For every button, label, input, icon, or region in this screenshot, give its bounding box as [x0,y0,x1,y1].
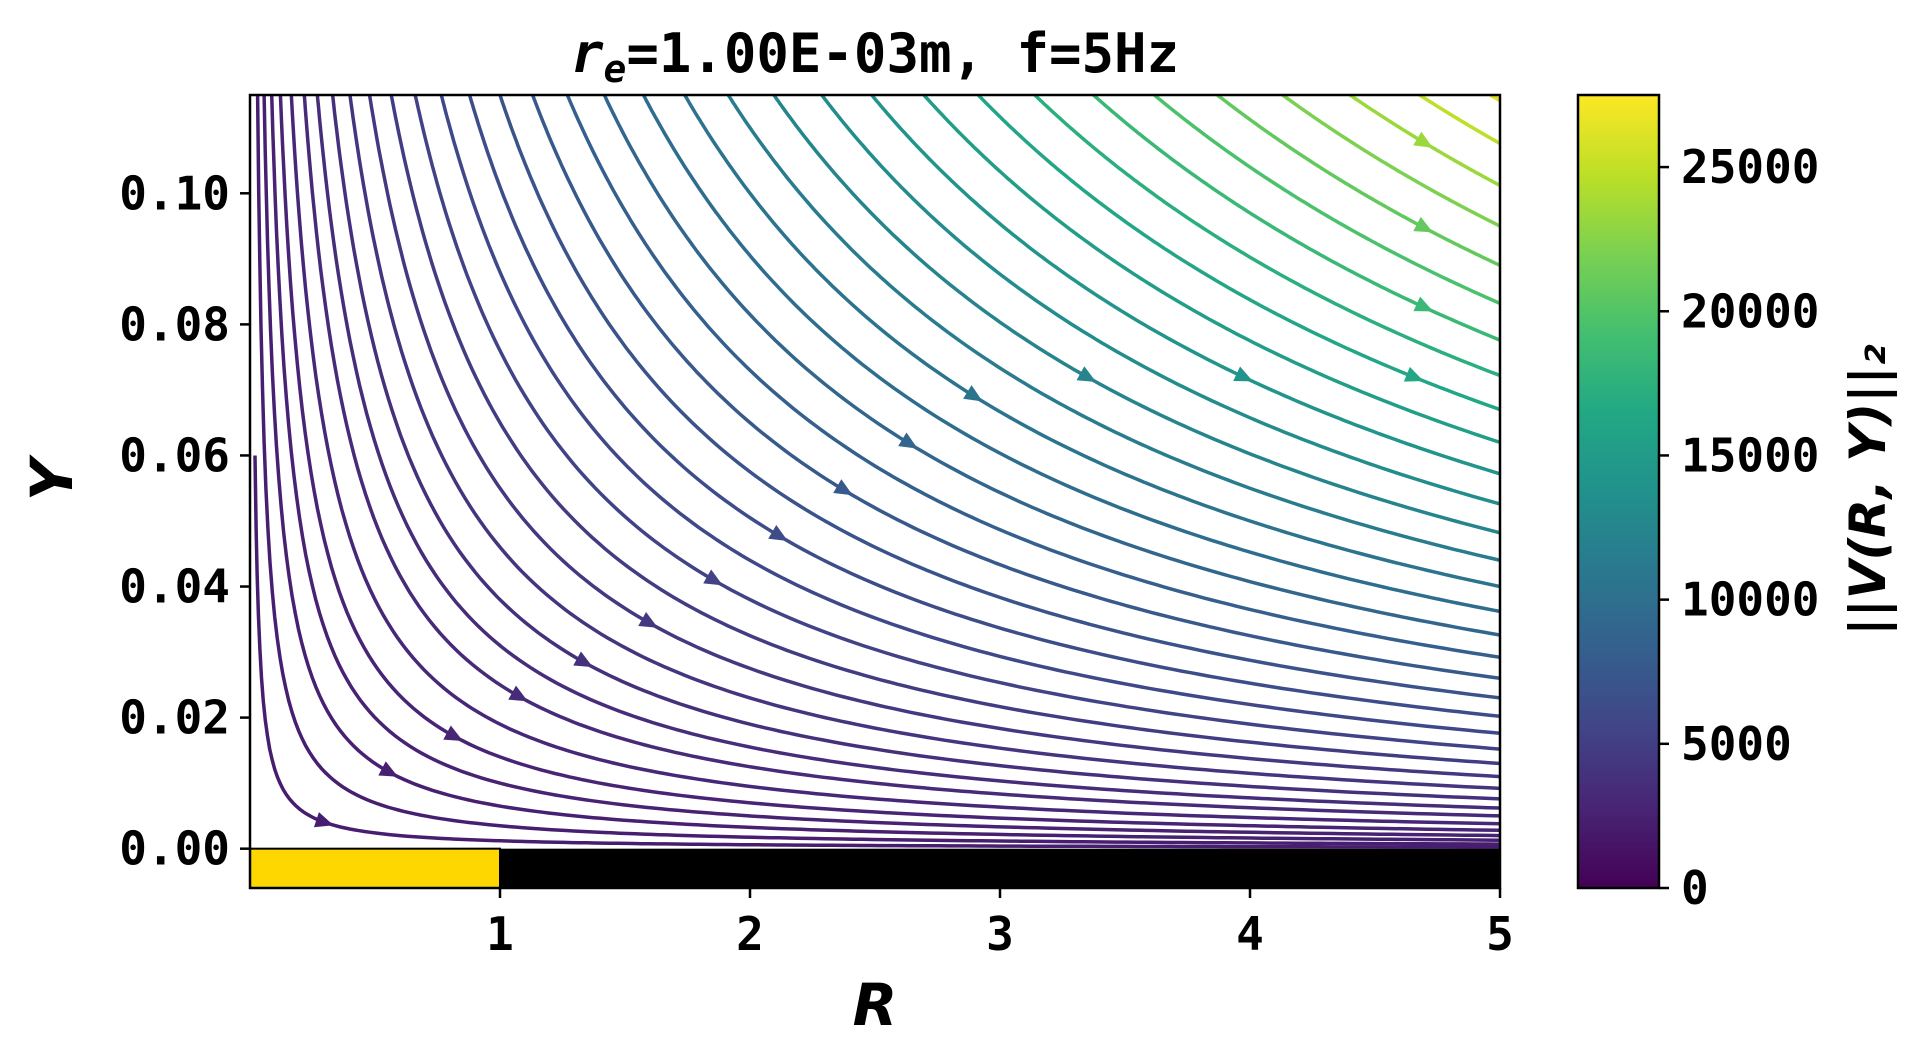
streamline [269,95,1500,838]
stream-arrow [1076,366,1097,382]
streamline [1153,95,1500,306]
y-axis-label: Y [18,454,86,501]
streamlines [253,56,1565,849]
stream-arrow [898,432,918,449]
stream-arrow [963,385,983,402]
colorbar-gradient [1578,95,1659,888]
streamline [1418,95,1500,145]
insulator-region [500,848,1500,888]
stream-arrow [703,569,723,586]
streamline [367,95,1500,779]
stream-arrow [768,524,788,541]
stream-arrow [1233,366,1253,382]
streamline [302,95,1500,818]
stream-arrow [378,761,398,777]
streamline [439,95,1500,736]
y-tick-label: 0.04 [119,560,230,614]
streamline [315,95,1500,810]
x-tick-label: 3 [986,907,1014,961]
y-tick-label: 0.08 [119,297,230,351]
plot-frame [248,93,1502,890]
streamline [772,95,1500,535]
stream-arrow [508,685,528,702]
y-tick-label: 0.02 [119,691,230,745]
streamline [413,95,1500,751]
streamline [1092,95,1500,342]
streamline [498,95,1500,700]
x-tick-label: 1 [486,907,514,961]
plot-area [248,56,1565,890]
title-rest: =1.00E-03m, f=5Hz [626,22,1179,85]
stream-arrow [313,812,334,828]
colorbar-tick-label: 0 [1681,861,1709,915]
colorbar-tick-label: 10000 [1681,573,1819,627]
stream-arrow [443,725,463,742]
streamline [1281,95,1500,228]
colorbar-tick-label: 20000 [1681,284,1819,338]
streamline [922,95,1500,444]
streamline [726,95,1500,563]
streamline [530,95,1500,681]
y-tick-label: 0.00 [119,822,230,876]
streamline [467,95,1500,719]
streamline [289,95,1500,826]
x-tick-label: 2 [736,907,764,961]
title-subscript: e [603,47,626,91]
x-axis-label: R [853,971,898,1039]
streamline [565,95,1500,660]
stream-arrow [1413,216,1433,233]
streamline [1500,56,1565,95]
y-tick-label: 0.06 [119,428,230,482]
stream-arrow [1413,131,1433,148]
colorbar-tick-label: 25000 [1681,140,1819,194]
stream-arrow [1413,296,1434,312]
x-tick-label: 4 [1236,907,1264,961]
colorbar-tick-label: 15000 [1681,428,1819,482]
stream-arrow [573,651,593,668]
streamline [255,95,1500,846]
chart-title: re=1.00E-03m, f=5Hz [571,22,1179,91]
streamline [641,95,1500,614]
streamline [278,95,1500,833]
y-axis: 0.00 0.02 0.04 0.06 0.08 0.10 [119,166,250,876]
colorbar-frame [1576,93,1661,890]
streamline [348,95,1500,791]
stream-arrow [833,479,853,496]
streamline [683,95,1500,589]
stream-arrow [638,612,658,628]
colorbar-tick-label: 5000 [1681,717,1792,771]
colorbar-label: ||V(R, Y)||₂ [1839,344,1897,635]
title-variable: r [571,22,604,85]
y-tick-label: 0.10 [119,166,230,220]
streamline [389,95,1500,766]
streamline [602,95,1500,637]
stream-arrow [1403,366,1424,382]
colorbar: 0 5000 10000 15000 20000 25000 ||V(R, Y)||₂ [1576,93,1897,915]
streamline [870,95,1500,476]
streamline [1348,95,1500,187]
stream-arrows [313,131,1434,828]
streamline [976,95,1500,412]
streamline [330,95,1500,801]
electrode-region [249,847,501,889]
streamline [1033,95,1500,378]
colorbar-ticks: 0 5000 10000 15000 20000 25000 [1659,140,1819,915]
streamline [820,95,1500,506]
x-tick-label: 5 [1486,907,1514,961]
streamline [262,95,1500,842]
x-axis: 1 2 3 4 5 [486,888,1514,961]
